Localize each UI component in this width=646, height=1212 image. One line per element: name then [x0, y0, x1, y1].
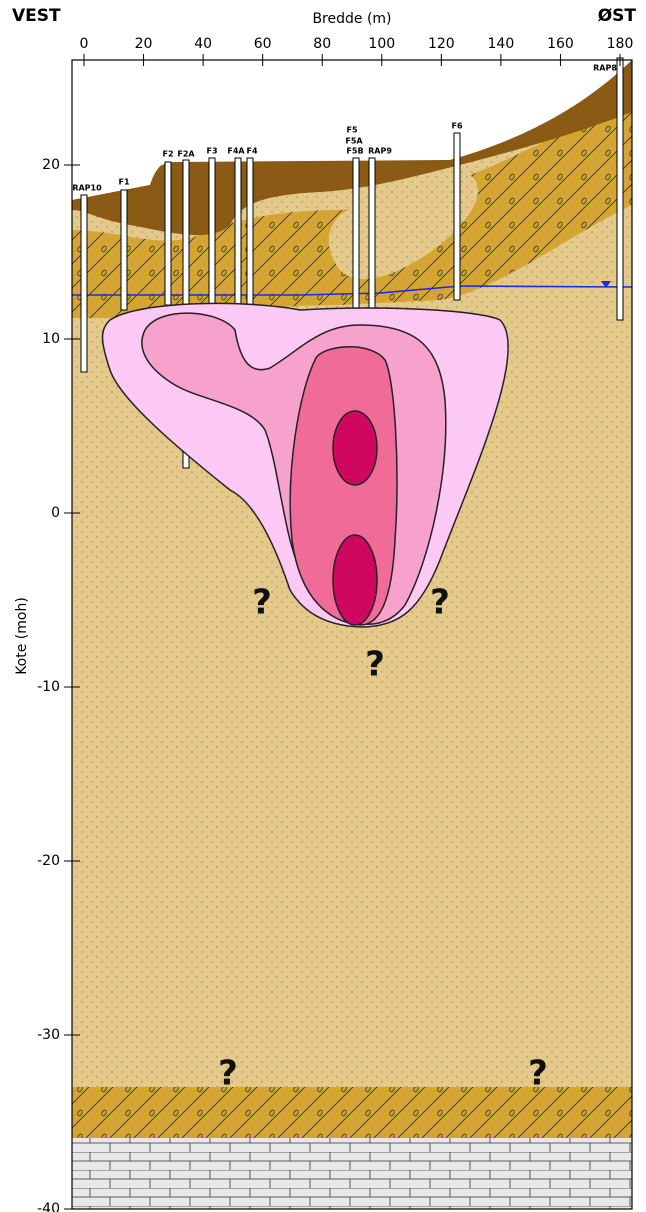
y-tick-label: -30 — [37, 1027, 60, 1043]
x-tick-label: 180 — [607, 36, 634, 52]
x-tick-label: 80 — [313, 36, 331, 52]
borehole-label: F2A — [177, 150, 195, 159]
y-tick-label: 20 — [42, 157, 60, 173]
borehole-label: RAP8 — [593, 64, 617, 73]
west-label: VEST — [12, 6, 61, 26]
x-tick-label: 20 — [135, 36, 153, 52]
borehole — [80, 194, 88, 373]
borehole-label: F4 — [246, 147, 257, 156]
air — [72, 60, 632, 200]
x-tick-label: 40 — [194, 36, 212, 52]
plume — [101, 302, 509, 628]
borehole — [208, 157, 216, 311]
borehole-label: F2 — [162, 150, 173, 159]
borehole-label: F5A — [345, 137, 363, 146]
borehole-label: F3 — [206, 147, 217, 156]
x-tick-label: 140 — [488, 36, 515, 52]
y-tick-label: -40 — [37, 1201, 60, 1212]
borehole-label: F4A — [227, 147, 245, 156]
till-bottom — [72, 1087, 632, 1139]
borehole-label: RAP9 — [368, 147, 392, 156]
water-marker — [601, 281, 611, 288]
x-tick-label: 160 — [547, 36, 574, 52]
y-tick-label: 10 — [42, 331, 60, 347]
y-tick-label: -10 — [37, 679, 60, 695]
east-label: ØST — [598, 6, 637, 26]
x-tick-label: 60 — [254, 36, 272, 52]
sand-lens — [328, 172, 479, 280]
y-tick-label: -20 — [37, 853, 60, 869]
y-axis-label: Kote (moh) — [14, 597, 30, 675]
unknown-mark: ? — [528, 1054, 548, 1094]
unknown-mark: ? — [218, 1054, 238, 1094]
plume-core — [332, 410, 378, 486]
borehole-label: F6 — [451, 122, 462, 131]
borehole — [616, 57, 624, 321]
unknown-mark: ? — [252, 583, 272, 623]
water-table — [72, 285, 632, 296]
y-tick-label: 0 — [51, 505, 60, 521]
x-tick-label: 0 — [80, 36, 89, 52]
x-tick-label: 120 — [428, 36, 455, 52]
unknown-mark: ? — [365, 645, 385, 685]
borehole-label: F1 — [118, 178, 129, 187]
plume-core — [332, 534, 378, 626]
borehole — [453, 132, 461, 301]
bedrock — [72, 1138, 632, 1209]
borehole-label: F5 — [346, 126, 357, 135]
layers — [72, 60, 632, 1209]
borehole — [120, 189, 128, 311]
unknown-mark: ? — [430, 583, 450, 623]
borehole — [352, 157, 360, 319]
borehole — [164, 161, 172, 306]
x-axis-label: Bredde (m) — [312, 11, 391, 27]
borehole-label: RAP10 — [72, 184, 102, 193]
borehole-label: F5B — [346, 147, 363, 156]
borehole — [368, 157, 376, 319]
x-tick-label: 100 — [368, 36, 395, 52]
